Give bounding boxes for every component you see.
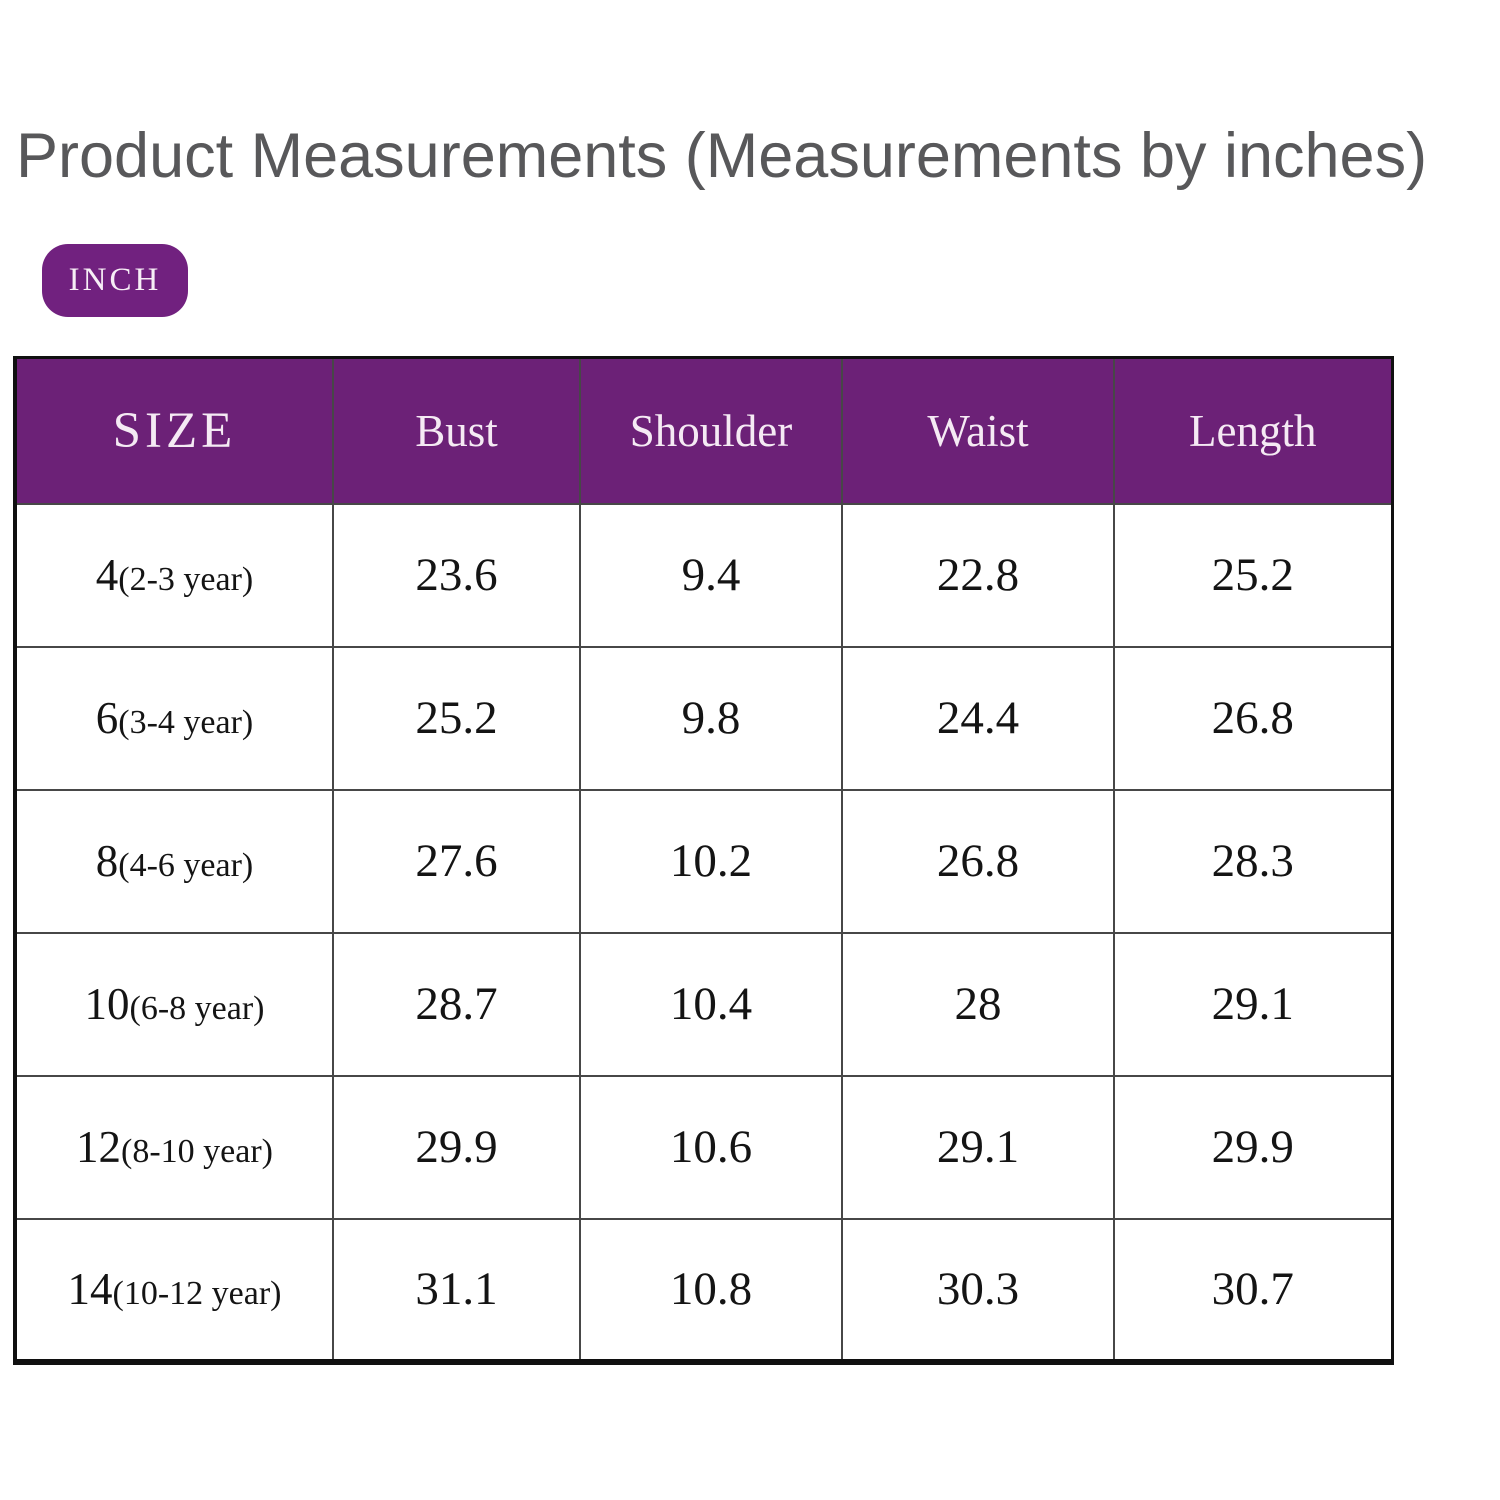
shoulder-cell: 10.6 [579,1074,843,1220]
bust-cell: 27.6 [332,788,581,934]
bust-cell: 31.1 [332,1217,581,1363]
size-age-range: (2-3 year) [118,561,254,598]
size-age-range: (4-6 year) [118,847,254,884]
size-cell: 14(10-12 year) [14,1217,334,1363]
table-row: 6(3-4 year) 25.2 9.8 24.4 26.8 [14,645,1393,791]
size-number: 4 [95,550,119,600]
table-row: 12(8-10 year) 29.9 10.6 29.1 29.9 [14,1074,1393,1220]
size-cell: 6(3-4 year) [14,645,334,791]
shoulder-cell: 10.2 [579,788,843,934]
header-waist: Waist [841,356,1115,505]
size-number: 14 [67,1264,113,1314]
bust-cell: 29.9 [332,1074,581,1220]
waist-cell: 26.8 [841,788,1115,934]
size-number: 8 [95,836,119,886]
table-row: 10(6-8 year) 28.7 10.4 28 29.1 [14,931,1393,1077]
size-age-range: (6-8 year) [129,990,265,1027]
size-cell: 8(4-6 year) [14,788,334,934]
size-age-range: (8-10 year) [121,1133,273,1170]
size-cell: 12(8-10 year) [14,1074,334,1220]
bust-cell: 25.2 [332,645,581,791]
header-size: SIZE [14,356,334,505]
header-length: Length [1113,356,1393,505]
length-cell: 25.2 [1113,502,1393,648]
bust-cell: 28.7 [332,931,581,1077]
shoulder-cell: 10.8 [579,1217,843,1363]
bust-cell: 23.6 [332,502,581,648]
size-cell: 4(2-3 year) [14,502,334,648]
size-number: 6 [95,693,119,743]
length-cell: 29.9 [1113,1074,1393,1220]
table-row: 8(4-6 year) 27.6 10.2 26.8 28.3 [14,788,1393,934]
unit-inch-badge[interactable]: INCH [42,244,188,317]
shoulder-cell: 10.4 [579,931,843,1077]
length-cell: 30.7 [1113,1217,1393,1363]
shoulder-cell: 9.4 [579,502,843,648]
waist-cell: 22.8 [841,502,1115,648]
page-title: Product Measurements (Measurements by in… [16,121,1428,191]
table-row: 14(10-12 year) 31.1 10.8 30.3 30.7 [14,1217,1393,1363]
size-chart-table: SIZE Bust Shoulder Waist Length 4(2-3 ye… [13,356,1394,1365]
size-number: 10 [84,979,130,1029]
length-cell: 26.8 [1113,645,1393,791]
waist-cell: 28 [841,931,1115,1077]
waist-cell: 29.1 [841,1074,1115,1220]
shoulder-cell: 9.8 [579,645,843,791]
table-row: 4(2-3 year) 23.6 9.4 22.8 25.2 [14,502,1393,648]
size-cell: 10(6-8 year) [14,931,334,1077]
table-header-row: SIZE Bust Shoulder Waist Length [14,356,1393,505]
waist-cell: 30.3 [841,1217,1115,1363]
size-age-range: (3-4 year) [118,704,254,741]
header-shoulder: Shoulder [579,356,843,505]
length-cell: 28.3 [1113,788,1393,934]
waist-cell: 24.4 [841,645,1115,791]
size-age-range: (10-12 year) [112,1275,282,1312]
header-bust: Bust [332,356,581,505]
length-cell: 29.1 [1113,931,1393,1077]
size-number: 12 [76,1122,121,1172]
